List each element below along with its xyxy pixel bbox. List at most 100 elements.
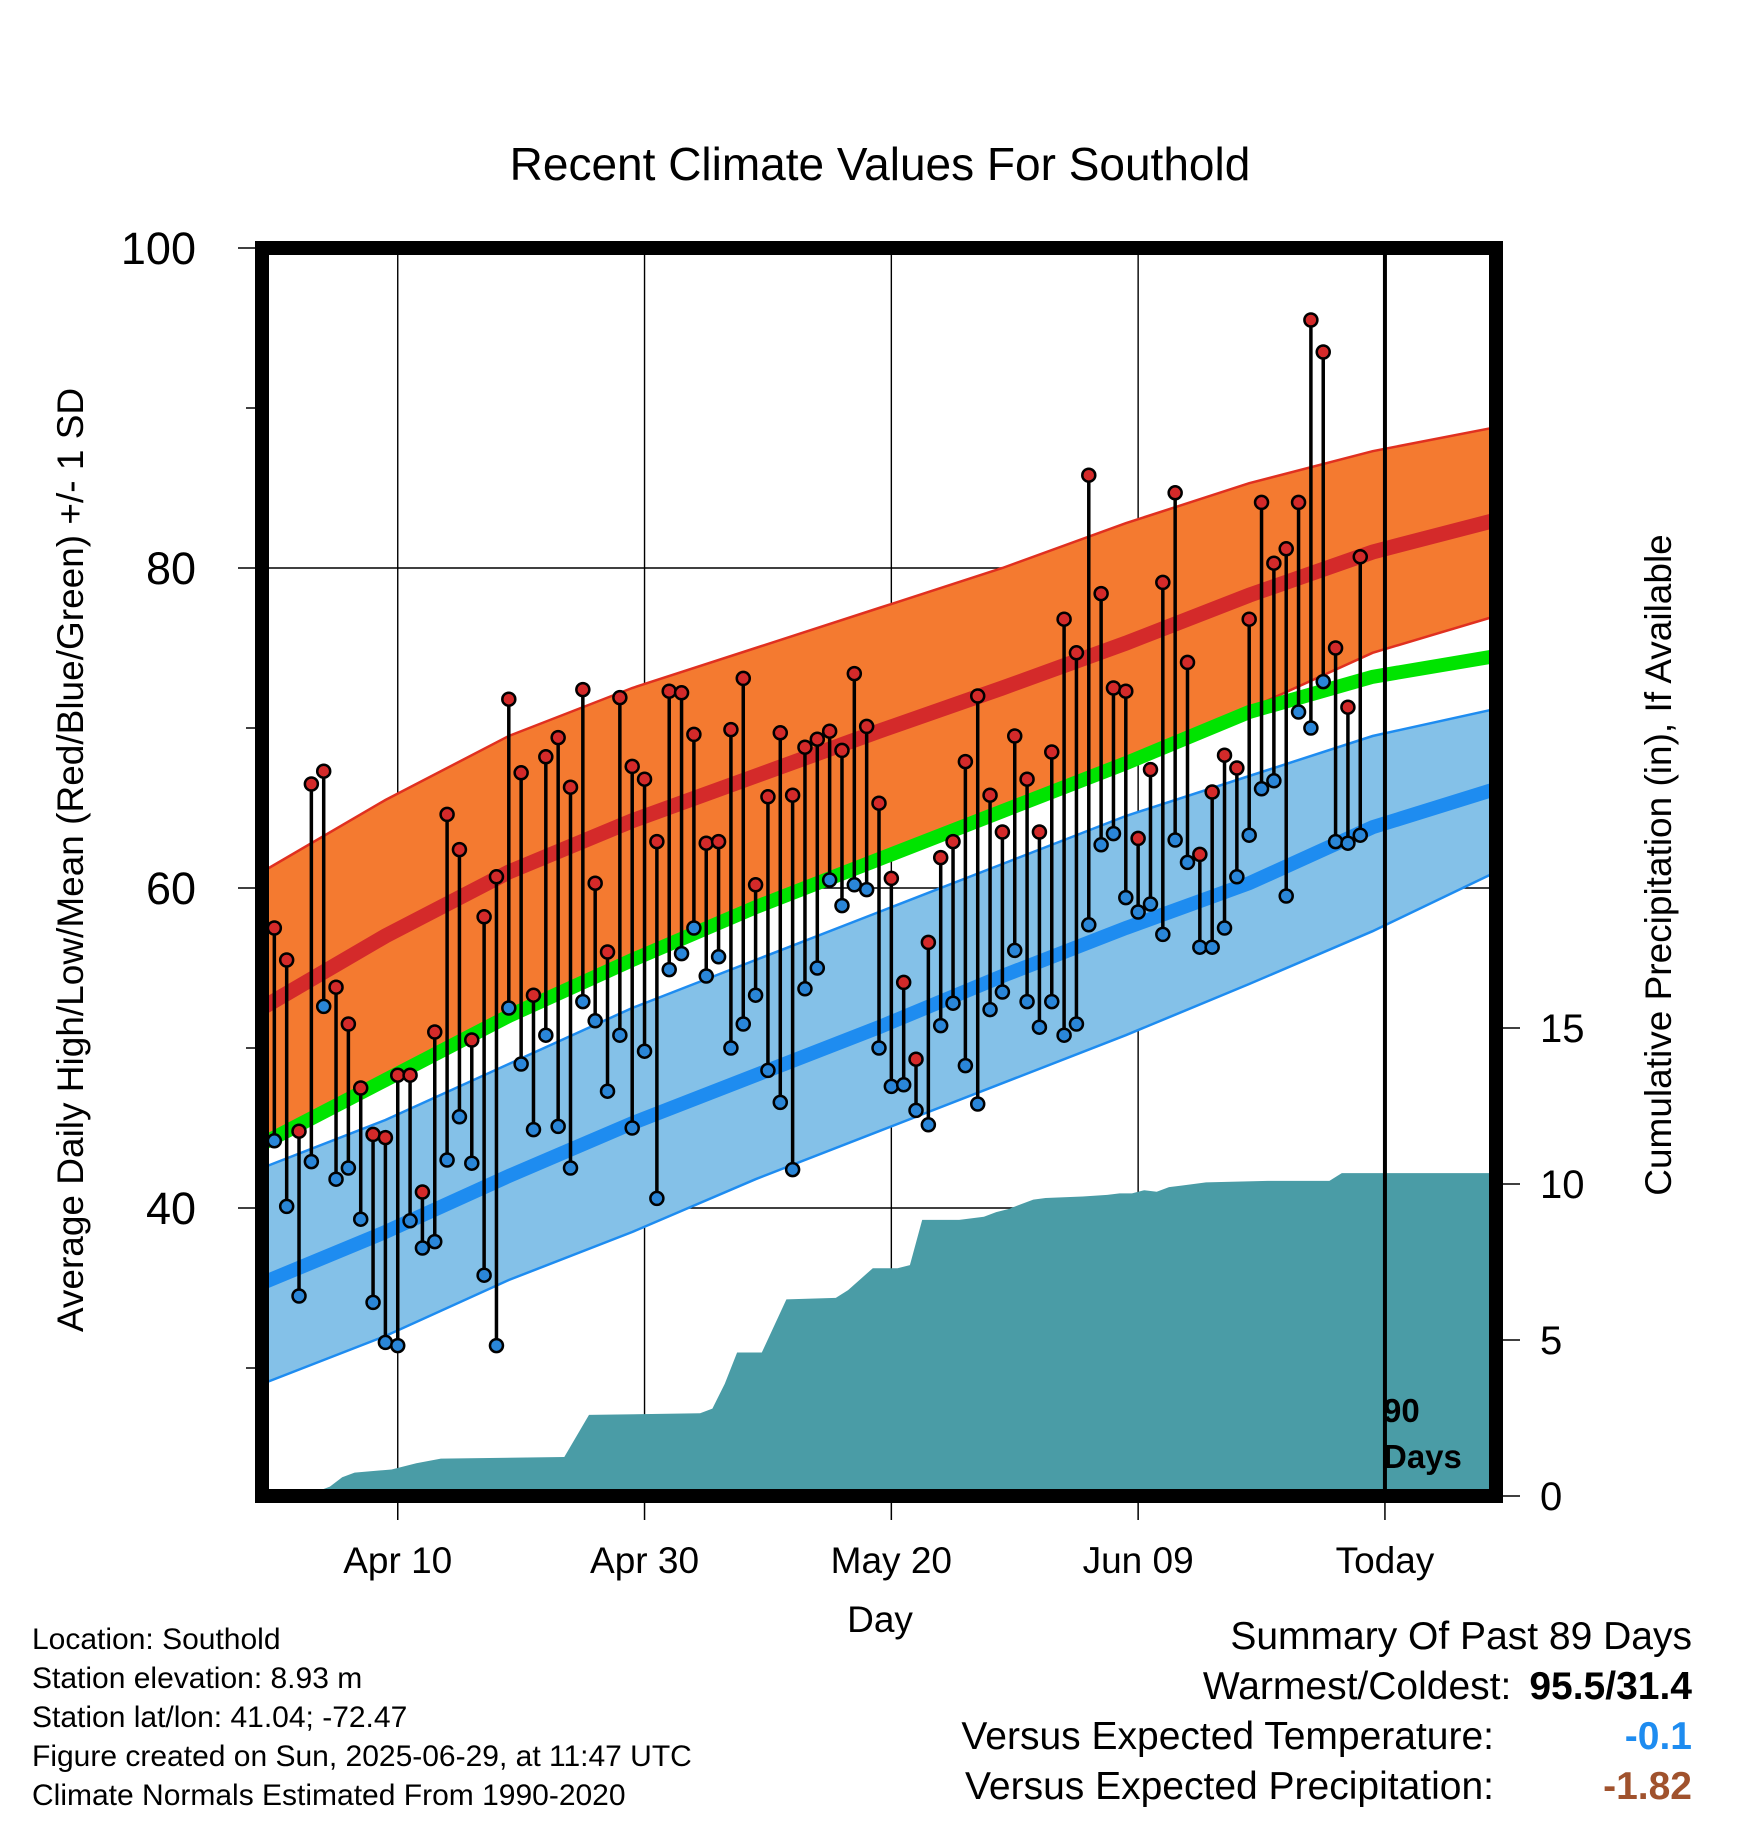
daily-low-point bbox=[895, 1077, 912, 1093]
info-created: Figure created on Sun, 2025-06-29, at 11… bbox=[32, 1740, 692, 1773]
daily-low-point bbox=[1340, 835, 1356, 851]
precip-cumulative-area bbox=[262, 1173, 1496, 1496]
info-latlon: Station lat/lon: 41.04; -72.47 bbox=[32, 1701, 408, 1734]
daily-high-point bbox=[834, 742, 850, 759]
daily-low-point bbox=[821, 872, 838, 888]
info-location: Location: Southold bbox=[32, 1623, 281, 1656]
warm-cold-label: Warmest/Coldest: bbox=[1202, 1665, 1512, 1708]
daily-low-point bbox=[525, 1121, 542, 1138]
daily-high-point bbox=[1142, 761, 1159, 778]
daily-low-point bbox=[846, 877, 863, 893]
warm-cold-value: 95.5/31.4 bbox=[1529, 1665, 1692, 1708]
daily-low-point bbox=[266, 1133, 283, 1149]
daily-high-point bbox=[303, 776, 320, 792]
daily-high-point bbox=[525, 987, 542, 1003]
daily-low-point bbox=[1056, 1027, 1072, 1043]
daily-high-point bbox=[723, 721, 739, 738]
daily-low-point bbox=[686, 920, 702, 936]
daily-high-point bbox=[1253, 494, 1270, 511]
daily-high-point bbox=[1019, 771, 1035, 787]
x-tick-label: Apr 10 bbox=[343, 1540, 452, 1581]
daily-low-point bbox=[661, 961, 677, 978]
daily-low-point bbox=[1006, 942, 1023, 959]
daily-high-point bbox=[871, 795, 887, 811]
daily-high-point bbox=[1068, 645, 1085, 661]
daily-high-point bbox=[1216, 747, 1233, 763]
daily-low-point bbox=[969, 1096, 986, 1112]
daily-low-point bbox=[1044, 993, 1060, 1010]
daily-high-point bbox=[1081, 467, 1097, 483]
daily-low-point bbox=[328, 1171, 344, 1187]
daily-low-point bbox=[1327, 833, 1344, 850]
daily-low-point bbox=[1130, 904, 1146, 920]
daily-high-point bbox=[957, 753, 974, 770]
plot-area: 90 Days bbox=[255, 241, 1503, 1503]
daily-high-point bbox=[365, 1126, 381, 1143]
daily-high-point bbox=[994, 824, 1011, 840]
daily-high-point bbox=[895, 974, 912, 991]
daily-low-point bbox=[797, 981, 813, 997]
daily-high-point bbox=[291, 1123, 307, 1139]
daily-high-point bbox=[1241, 611, 1257, 627]
daily-high-point bbox=[439, 806, 455, 823]
daily-low-point bbox=[1155, 926, 1171, 943]
daily-low-point bbox=[1142, 896, 1159, 912]
x-tick-label: Apr 30 bbox=[590, 1540, 699, 1581]
daily-low-point bbox=[464, 1155, 480, 1171]
daily-high-point bbox=[1006, 728, 1023, 744]
daily-low-point bbox=[636, 1043, 653, 1059]
daily-high-point bbox=[278, 952, 295, 968]
daily-high-point bbox=[969, 688, 986, 704]
temp-anomaly-label: Versus Expected Temperature: bbox=[961, 1715, 1494, 1758]
station-info: Location: Southold Station elevation: 8.… bbox=[32, 1620, 692, 1815]
daily-high-point bbox=[1278, 541, 1294, 557]
daily-high-point bbox=[1179, 654, 1196, 671]
daily-high-point bbox=[562, 779, 579, 795]
x-tick-label: Today bbox=[1336, 1540, 1435, 1581]
y-left-tick-label: 100 bbox=[121, 223, 196, 274]
summary-temp: Versus Expected Temperature: -0.1 bbox=[961, 1712, 1692, 1762]
daily-high-point bbox=[1031, 824, 1048, 840]
daily-low-point bbox=[612, 1027, 628, 1043]
daily-high-point bbox=[846, 665, 863, 682]
daily-low-point bbox=[1105, 825, 1122, 842]
today-marker: 90 Days bbox=[1382, 248, 1462, 1496]
daily-low-point bbox=[908, 1102, 924, 1119]
daily-low-point bbox=[1241, 827, 1257, 843]
daily-high-point bbox=[389, 1067, 406, 1083]
daily-low-point bbox=[1229, 869, 1245, 885]
daily-high-point bbox=[982, 787, 998, 803]
daily-low-point bbox=[291, 1288, 307, 1304]
daily-high-point bbox=[760, 789, 776, 805]
y-right-axis: 0 5 10 15 bbox=[1503, 1007, 1585, 1519]
daily-low-point bbox=[427, 1233, 443, 1250]
daily-low-point bbox=[624, 1120, 640, 1136]
daily-low-point bbox=[673, 945, 690, 962]
x-axis: Apr 10 Apr 30 May 20 Jun 09 Today bbox=[343, 1503, 1435, 1581]
daily-low-point bbox=[1068, 1016, 1085, 1032]
daily-high-point bbox=[673, 685, 690, 701]
daily-low-point bbox=[994, 984, 1011, 1000]
daily-high-point bbox=[784, 787, 801, 803]
daily-low-point bbox=[1290, 704, 1307, 720]
daily-high-point bbox=[772, 725, 789, 741]
y-right-tick-label: 10 bbox=[1540, 1163, 1585, 1207]
daily-high-point bbox=[1229, 760, 1245, 776]
daily-high-point bbox=[649, 833, 665, 850]
daily-high-point bbox=[315, 763, 332, 779]
daily-high-point bbox=[1155, 574, 1171, 591]
daily-high-point bbox=[612, 689, 628, 706]
daily-low-point bbox=[575, 993, 591, 1010]
daily-low-point bbox=[402, 1213, 418, 1229]
daily-high-point bbox=[377, 1129, 394, 1146]
daily-low-point bbox=[945, 995, 961, 1011]
info-normals: Climate Normals Estimated From 1990-2020 bbox=[32, 1779, 626, 1812]
daily-low-point bbox=[858, 881, 875, 898]
daily-low-point bbox=[488, 1337, 505, 1354]
precip-anomaly-value: -1.82 bbox=[1603, 1765, 1692, 1808]
y-left-axis-label: Average Daily High/Low/Mean (Red/Blue/Gr… bbox=[50, 388, 91, 1332]
daily-low-point bbox=[1315, 673, 1331, 690]
daily-high-point bbox=[501, 691, 517, 707]
daily-low-point bbox=[1352, 827, 1369, 843]
